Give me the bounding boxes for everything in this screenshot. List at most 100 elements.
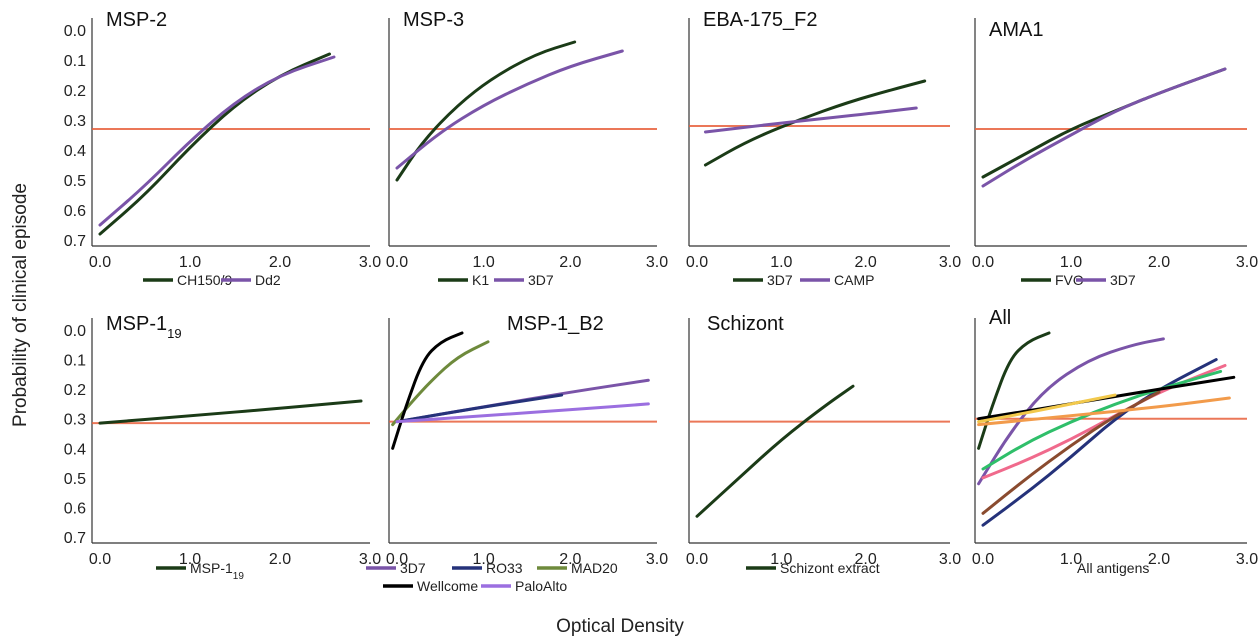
y-tick-label: 0.2 [64, 83, 86, 100]
x-tick-label: 1.0 [179, 551, 201, 568]
y-tick-label: 0.4 [64, 441, 86, 458]
series-line-1 [977, 331, 1051, 450]
x-tick-label: 2.0 [1148, 551, 1170, 568]
series-line-1 [98, 399, 363, 425]
x-tick-label: 0.0 [686, 254, 708, 271]
series-line-2 [98, 55, 336, 227]
panel-title: MSP-119 [106, 313, 182, 341]
panel-1: 0.00.10.20.30.40.50.60.70.0 1.0 2.0 3.0MSP-… [64, 9, 381, 288]
x-tick-label: 0.0 [686, 551, 708, 568]
panel-2: 0.0 1.0 2.0 3.0 MSP-3 K1 3D7 [386, 9, 668, 288]
panel-title: MSP-1_B2 [507, 313, 604, 335]
y-tick-label: 0.6 [64, 203, 86, 220]
x-tick-label: 3.0 [1236, 254, 1258, 271]
y-tick-label: 0.6 [64, 500, 86, 517]
legend-label: 3D7 [767, 272, 793, 288]
x-tick-label: 1.0 [179, 254, 201, 271]
legend-label: 3D7 [1110, 272, 1136, 288]
y-tick-label: 0.5 [64, 471, 86, 488]
x-tick-label: 1.0 [1060, 254, 1082, 271]
x-tick-label: 3.0 [646, 551, 668, 568]
series-line-9 [977, 396, 1231, 427]
x-tick-label: 3.0 [939, 551, 961, 568]
panel-7: 0.0 1.0 2.0 3.0 Schizont Schizont extract [686, 313, 961, 576]
panel-title: AMA1 [989, 19, 1043, 41]
panel-5: 0.00.10.20.30.40.50.60.70.0 1.0 2.0 3.0MSP-… [64, 313, 381, 582]
series-line-3 [391, 340, 490, 427]
series-line-6 [981, 390, 1161, 515]
legend-label: K1 [472, 272, 489, 288]
legend-label: Wellcome [417, 578, 478, 594]
legend-label: CAMP [834, 272, 874, 288]
x-tick-label: 2.0 [559, 254, 581, 271]
panel-4: 0.0 1.0 2.0 3.0 AMA1 FVO 3D7 [972, 18, 1258, 288]
panel-3: 0.0 1.0 2.0 3.0 EBA-175_F2 3D7 CAMP [686, 9, 961, 288]
y-tick-label: 0.5 [64, 173, 86, 190]
panel-title: MSP-3 [403, 9, 464, 31]
y-tick-label: 0.2 [64, 382, 86, 399]
panel-title: MSP-2 [106, 9, 167, 31]
legend-label: 3D7 [400, 560, 426, 576]
x-tick-label: 1.0 [473, 551, 495, 568]
x-tick-label: 2.0 [559, 551, 581, 568]
y-tick-label: 0.1 [64, 353, 86, 370]
series-line-2 [981, 67, 1227, 188]
x-tick-label: 0.0 [89, 551, 111, 568]
y-tick-label: 0.4 [64, 143, 86, 160]
series-line-2 [977, 337, 1165, 486]
series-line-5 [395, 402, 650, 424]
series-line-5 [981, 369, 1223, 471]
legend-label: MAD20 [571, 560, 618, 576]
legend-label: Dd2 [255, 272, 281, 288]
legend-label: MSP-119 [190, 560, 244, 582]
x-tick-label: 2.0 [855, 551, 877, 568]
y-tick-label: 0.7 [64, 530, 86, 547]
panel-title: EBA-175_F2 [703, 9, 818, 31]
x-tick-label: 3.0 [646, 254, 668, 271]
series-line-1 [395, 40, 577, 182]
series-line-2 [395, 393, 564, 424]
y-tick-label: 0.7 [64, 233, 86, 250]
legend-label-subscript: 19 [233, 571, 245, 582]
x-tick-label: 0.0 [972, 551, 994, 568]
y-tick-label: 0.0 [64, 323, 86, 340]
panel-title-subscript: 19 [167, 326, 181, 341]
series-line-2 [395, 49, 624, 170]
series-line-1 [695, 384, 855, 518]
x-tick-label: 3.0 [359, 254, 381, 271]
series-line-2 [703, 106, 918, 134]
x-tick-label: 1.0 [1060, 551, 1082, 568]
series-line-1 [703, 79, 927, 167]
x-tick-label: 0.0 [386, 551, 408, 568]
y-axis-label: Probability of clinical episode [10, 183, 31, 427]
x-tick-label: 2.0 [855, 254, 877, 271]
x-tick-label: 0.0 [972, 254, 994, 271]
x-tick-label: 1.0 [473, 254, 495, 271]
x-tick-label: 2.0 [1148, 254, 1170, 271]
x-tick-label: 2.0 [269, 551, 291, 568]
x-tick-label: 1.0 [770, 551, 792, 568]
legend-label: FVO [1055, 272, 1084, 288]
panel-title: Schizont [707, 313, 784, 335]
legend-label: CH150/9 [177, 272, 232, 288]
legend-label: PaloAlto [515, 578, 567, 594]
panel-title: All [989, 307, 1011, 329]
y-tick-label: 0.3 [64, 412, 86, 429]
x-tick-label: 2.0 [269, 254, 291, 271]
legend-label: Schizont extract [780, 560, 880, 576]
legend-label: 3D7 [528, 272, 554, 288]
series-line-8 [977, 393, 1117, 424]
legend-label: RO33 [486, 560, 523, 576]
x-tick-label: 1.0 [770, 254, 792, 271]
x-tick-label: 0.0 [386, 254, 408, 271]
panel-6: 0.0 1.0 2.0 3.0 MSP-1_B2 3D7 RO33 MAD20 Wellcome… [366, 313, 668, 594]
x-tick-label: 3.0 [939, 254, 961, 271]
series-line-4 [391, 331, 464, 450]
series-line-1 [98, 52, 331, 236]
panels-group: 0.00.10.20.30.40.50.60.70.0 1.0 2.0 3.0MSP-… [64, 9, 1258, 594]
series-line-1 [981, 67, 1227, 179]
panel-8: 0.0 1.0 2.0 3.0 All All antigens [972, 307, 1258, 576]
x-tick-label: 0.0 [89, 254, 111, 271]
x-tick-label: 3.0 [359, 551, 381, 568]
